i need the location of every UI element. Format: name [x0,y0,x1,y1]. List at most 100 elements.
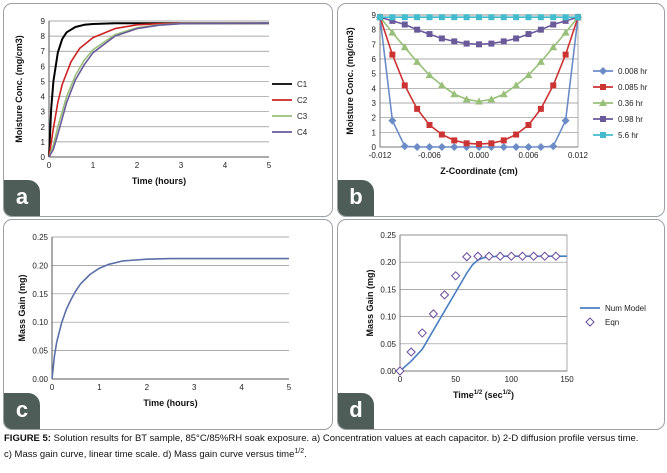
data-point-0-36-hr [561,28,570,36]
x-tick-label: 3 [192,383,197,392]
data-point-eqn [439,290,450,300]
y-tick-label: 4 [372,84,377,93]
legend-label-num-model: Num Model [605,304,646,313]
y-axis-label: Mass Gain (mg) [365,269,375,336]
x-tick-label: -0.006 [418,151,441,160]
data-point-0-008-hr [499,143,508,151]
series-line-0-008-hr [379,17,579,148]
y-tick-label: 5 [41,77,46,86]
legend-marker-0-36-hr [599,99,607,106]
data-point-eqn [551,251,561,261]
series-line-0-98-hr [379,16,579,46]
series-line-c3 [48,22,270,158]
x-tick-label: 4 [223,161,228,170]
data-point-0-36-hr [388,28,397,36]
series-line-0-085-hr [379,16,579,145]
series-line-num-model [399,255,567,372]
series-line-c4 [48,22,270,158]
data-point-0-085-hr [525,122,532,128]
caption-label: FIGURE 5: [4,433,51,444]
panel-c: 0.00 0.05 0.10 0.15 0.20 0.25 0 1 2 3 4 5 Time (hour… [3,219,333,430]
data-point-5-6-hr [513,14,520,21]
x-tick-label: 150 [560,375,574,384]
data-point-0-98-hr [550,21,557,28]
y-tick-label: 4 [41,93,46,102]
data-point-5-6-hr [488,14,495,21]
y-tick-label: 1 [41,138,46,147]
y-tick-label: 0.25 [32,233,48,242]
data-point-0-36-hr [425,71,434,79]
x-axis-label-base: Time [453,390,474,400]
chart-d: 0.000.050.100.150.200.250 50 100 150Time1/2… [365,231,646,400]
data-point-0-98-hr [476,41,482,48]
data-point-0-085-hr [426,122,433,128]
y-tick-label: 6 [372,55,377,64]
data-point-0-085-hr [476,141,482,148]
x-axis-label-unit-exp: 1/2 [503,390,512,396]
plot-area [379,14,579,148]
panel-c-badge: c [4,393,40,429]
x-tick-label: 1 [97,383,102,392]
data-point-eqn [395,366,405,376]
y-tick-label: 0.10 [32,318,48,327]
data-point-0-36-hr [450,90,459,98]
series-line-c2 [48,22,269,158]
x-tick-label: 2 [145,383,150,392]
data-point-5-6-hr [377,14,383,21]
y-tick-label: 3 [41,108,46,117]
legend-label-0-36-hr: 0.36 hr [618,99,643,108]
legend-label-c3: C3 [297,112,308,121]
y-tick-label: 0.15 [380,285,396,294]
legend-label-5-6-hr: 5.6 hr [618,131,639,140]
data-point-0-085-hr [537,105,544,112]
y-tick-label: 3 [372,99,377,108]
data-point-0-98-hr [463,40,470,47]
y-tick-label: 7 [41,47,46,56]
data-point-5-6-hr [537,14,544,21]
x-tick-label: 0 [398,375,403,384]
data-point-0-008-hr [413,143,422,151]
caption-line-1: FIGURE 5: Solution results for BT sample… [4,432,664,445]
data-point-5-6-hr [401,14,408,21]
data-point-0-008-hr [561,116,570,125]
data-point-eqn [406,347,416,357]
x-tick-label: 100 [505,375,519,384]
x-tick-label: 0.000 [469,151,490,160]
x-tick-label: 0.012 [568,151,589,160]
x-axis-label-close: ) [511,390,514,400]
y-tick-label: 0.00 [32,375,48,384]
y-tick-label: 9 [372,11,377,20]
legend-label-0-085-hr: 0.085 hr [618,83,648,92]
data-point-eqn [495,251,505,261]
data-point-5-6-hr [463,14,470,21]
data-point-0-36-hr [487,95,496,103]
x-axis-label-unit: (sec [482,390,503,400]
x-axis-label: Time (hours) [132,176,186,186]
data-point-0-36-hr [462,95,471,103]
data-point-eqn [473,251,483,261]
data-point-0-98-hr [513,35,520,42]
y-tick-label: 0.00 [380,367,396,376]
data-point-5-6-hr [575,14,581,21]
data-point-eqn [540,251,550,261]
data-point-eqn [506,251,517,261]
data-point-eqn [462,252,472,262]
data-point-0-98-hr [389,17,396,24]
x-tick-label: 5 [287,383,292,392]
data-point-eqn [450,271,461,281]
data-point-0-98-hr [525,31,532,38]
x-tick-label: 4 [239,383,244,392]
series-line-c1 [48,22,269,158]
caption-text-1: Solution results for BT sample, 85°C/85%… [50,433,639,444]
y-tick-label: 9 [41,17,46,26]
data-point-0-085-hr [414,105,421,112]
data-point-5-6-hr [525,14,532,21]
x-tick-label: 3 [179,161,184,170]
data-point-eqn [517,251,528,261]
data-point-0-008-hr [512,143,521,151]
y-tick-label: 1 [372,128,377,137]
x-tick-label: 5 [267,161,272,170]
data-point-0-98-hr [451,38,458,45]
legend-marker-0-98-hr [600,116,606,122]
y-axis-label: Mass Gain (mg) [17,274,27,341]
